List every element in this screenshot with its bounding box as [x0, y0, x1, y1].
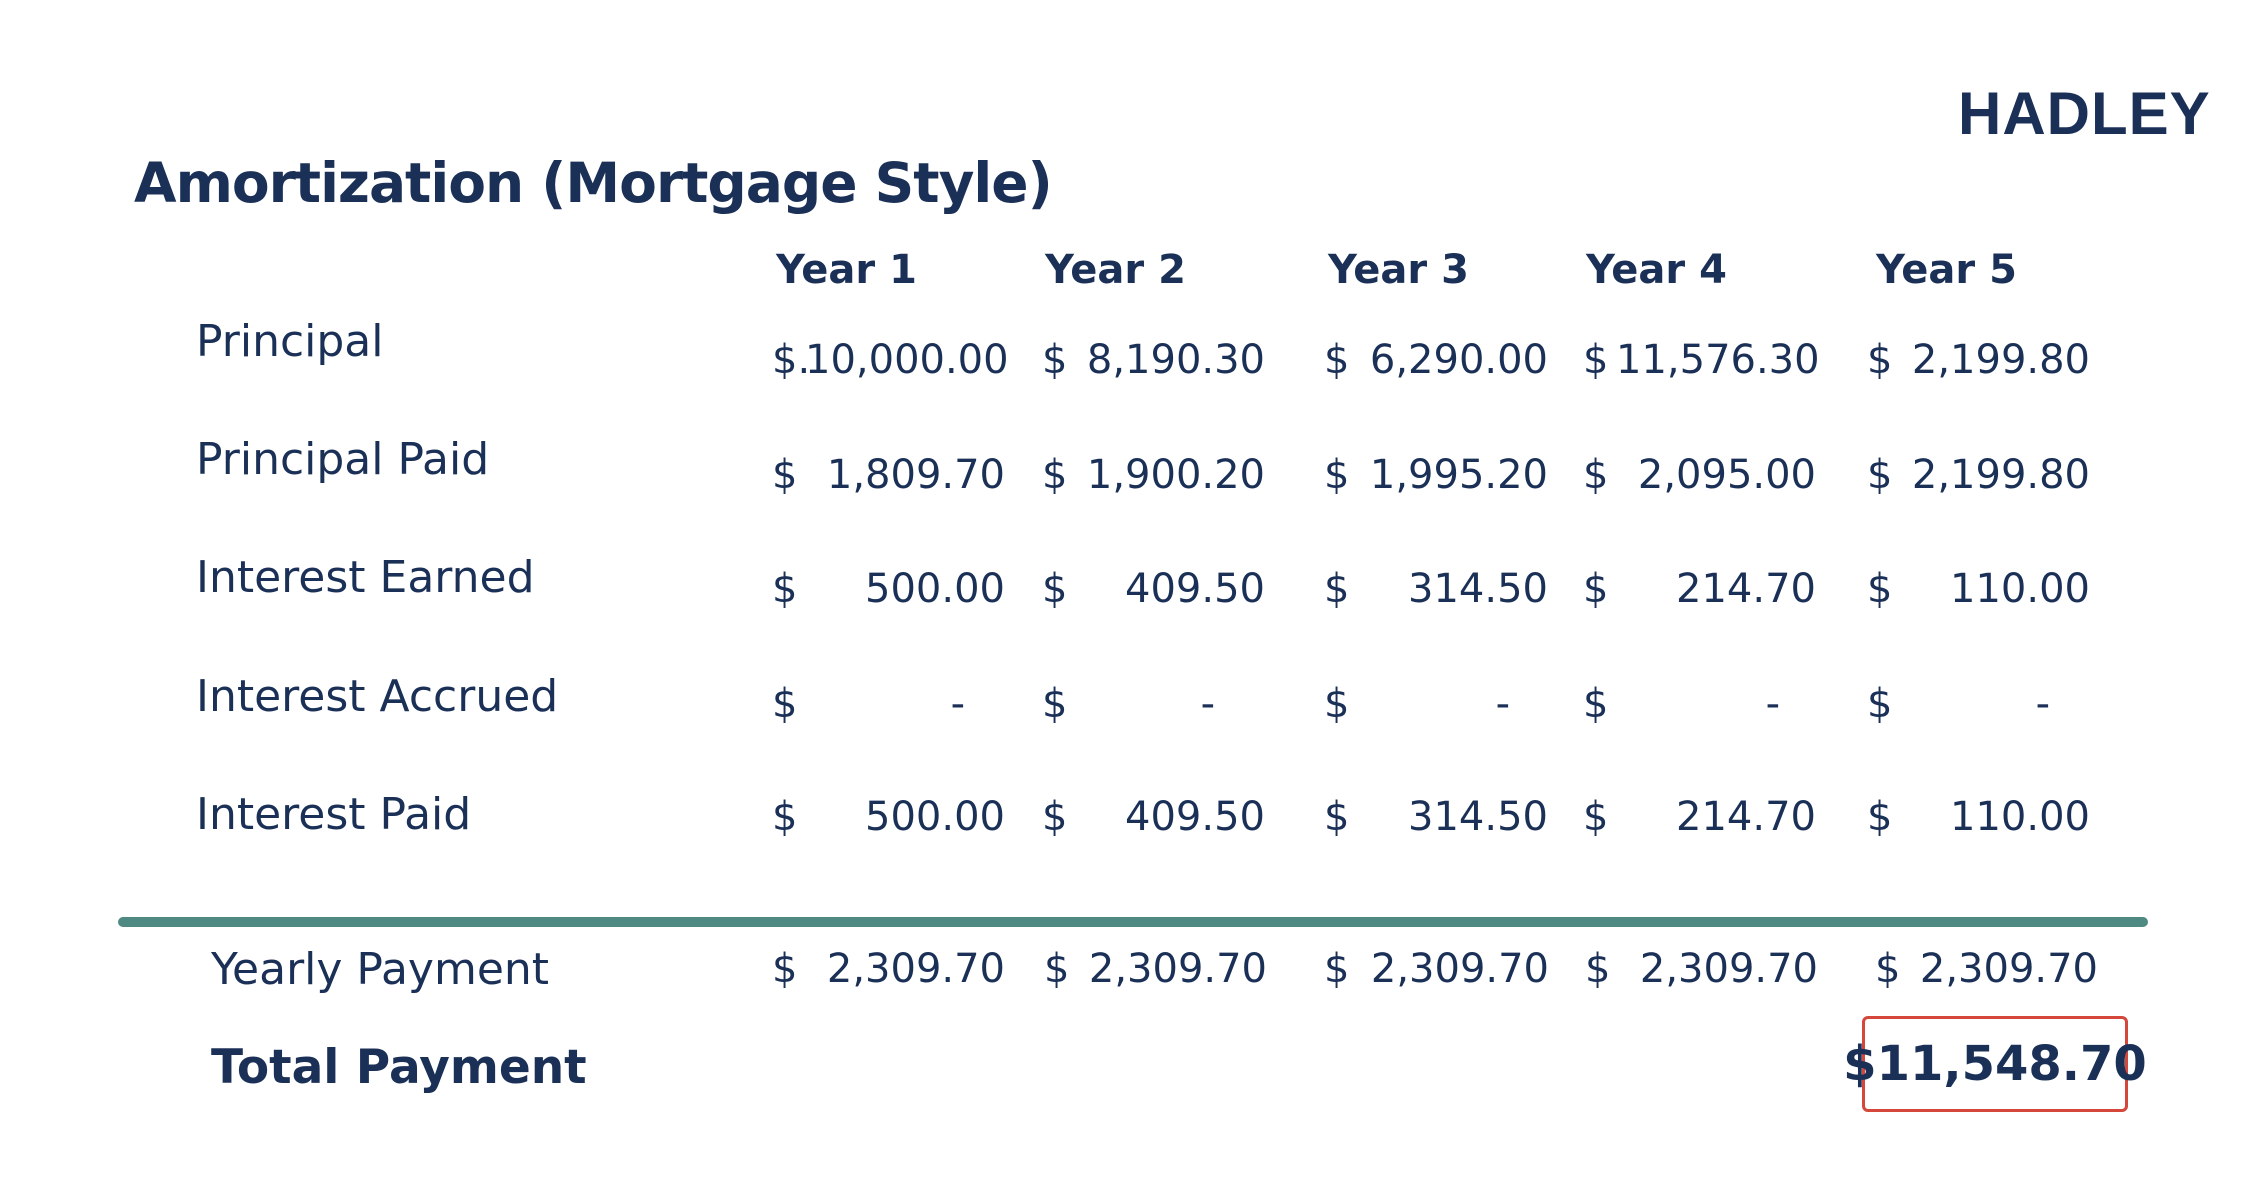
currency-symbol: $: [1324, 566, 1350, 612]
cell-value: 10,000.00: [805, 337, 1009, 383]
cell-value: 500.00: [865, 566, 1005, 612]
year-header: Year 1: [776, 247, 917, 293]
currency-symbol: $: [1583, 566, 1609, 612]
cell-value: 6,290.00: [1369, 337, 1548, 383]
cell-value: 214.70: [1676, 794, 1816, 840]
currency-symbol: $: [1042, 794, 1068, 840]
total-payment-value: $11,548.70: [1843, 1016, 2147, 1112]
currency-symbol: $: [1583, 452, 1609, 498]
cell-value: 2,309.70: [1088, 946, 1267, 992]
cell-value: 2,309.70: [1370, 946, 1549, 992]
currency-symbol: $: [1324, 794, 1350, 840]
row-label: Interest Paid: [196, 789, 472, 840]
currency-symbol: $: [1583, 681, 1609, 727]
cell-value: 409.50: [1125, 566, 1265, 612]
currency-symbol: $: [1867, 794, 1893, 840]
currency-symbol: $: [1044, 946, 1070, 992]
cell-value: 1,995.20: [1369, 452, 1548, 498]
cell-value: 8,190.30: [1086, 337, 1265, 383]
currency-symbol: $: [772, 946, 798, 992]
total-payment-label: Total Payment: [211, 1040, 587, 1095]
row-label: Yearly Payment: [211, 944, 550, 995]
currency-symbol: $: [1875, 946, 1901, 992]
currency-symbol: $: [772, 794, 798, 840]
currency-symbol: $: [1583, 794, 1609, 840]
currency-symbol: $: [772, 681, 798, 727]
currency-symbol: $: [1867, 337, 1893, 383]
cell-value: 2,309.70: [826, 946, 1005, 992]
cell-value: 500.00: [865, 794, 1005, 840]
year-header: Year 4: [1586, 247, 1727, 293]
currency-symbol: $: [1867, 452, 1893, 498]
cell-value: -: [1765, 681, 1780, 727]
cell-value: 409.50: [1125, 794, 1265, 840]
currency-symbol: $: [1324, 337, 1350, 383]
cell-value: 2,095.00: [1637, 452, 1816, 498]
cell-value: -: [2035, 681, 2050, 727]
cell-value: 2,199.80: [1911, 452, 2090, 498]
cell-value: 110.00: [1950, 794, 2090, 840]
cell-value: 2,199.80: [1911, 337, 2090, 383]
year-header: Year 2: [1045, 247, 1186, 293]
cell-value: 1,900.20: [1086, 452, 1265, 498]
currency-symbol: $: [1042, 452, 1068, 498]
brand-logo: HADLEY: [1958, 80, 2211, 147]
cell-value: 1,809.70: [826, 452, 1005, 498]
section-divider: [118, 917, 2148, 927]
year-header: Year 5: [1876, 247, 2017, 293]
currency-symbol: $: [1583, 337, 1609, 383]
currency-symbol: $: [1585, 946, 1611, 992]
cell-value: 214.70: [1676, 566, 1816, 612]
row-label: Principal: [196, 316, 384, 367]
row-label: Principal Paid: [196, 434, 490, 485]
cell-value: 11,576.30: [1616, 337, 1820, 383]
cell-value: 314.50: [1408, 794, 1548, 840]
currency-symbol: $: [1867, 566, 1893, 612]
cell-value: 110.00: [1950, 566, 2090, 612]
currency-symbol: $: [772, 452, 798, 498]
currency-symbol: $: [1867, 681, 1893, 727]
year-header: Year 3: [1328, 247, 1469, 293]
cell-value: 2,309.70: [1639, 946, 1818, 992]
row-label: Interest Accrued: [196, 671, 559, 722]
cell-value: -: [1200, 681, 1215, 727]
currency-symbol: $: [1324, 452, 1350, 498]
currency-symbol: $: [1042, 681, 1068, 727]
cell-value: -: [1495, 681, 1510, 727]
currency-symbol: $: [1324, 946, 1350, 992]
currency-symbol: $: [1324, 681, 1350, 727]
currency-symbol: $.: [772, 337, 811, 383]
cell-value: 314.50: [1408, 566, 1548, 612]
page-title: Amortization (Mortgage Style): [134, 151, 1053, 215]
currency-symbol: $: [1042, 566, 1068, 612]
row-label: Interest Earned: [196, 552, 535, 603]
cell-value: -: [950, 681, 965, 727]
currency-symbol: $: [772, 566, 798, 612]
currency-symbol: $: [1042, 337, 1068, 383]
cell-value: 2,309.70: [1919, 946, 2098, 992]
